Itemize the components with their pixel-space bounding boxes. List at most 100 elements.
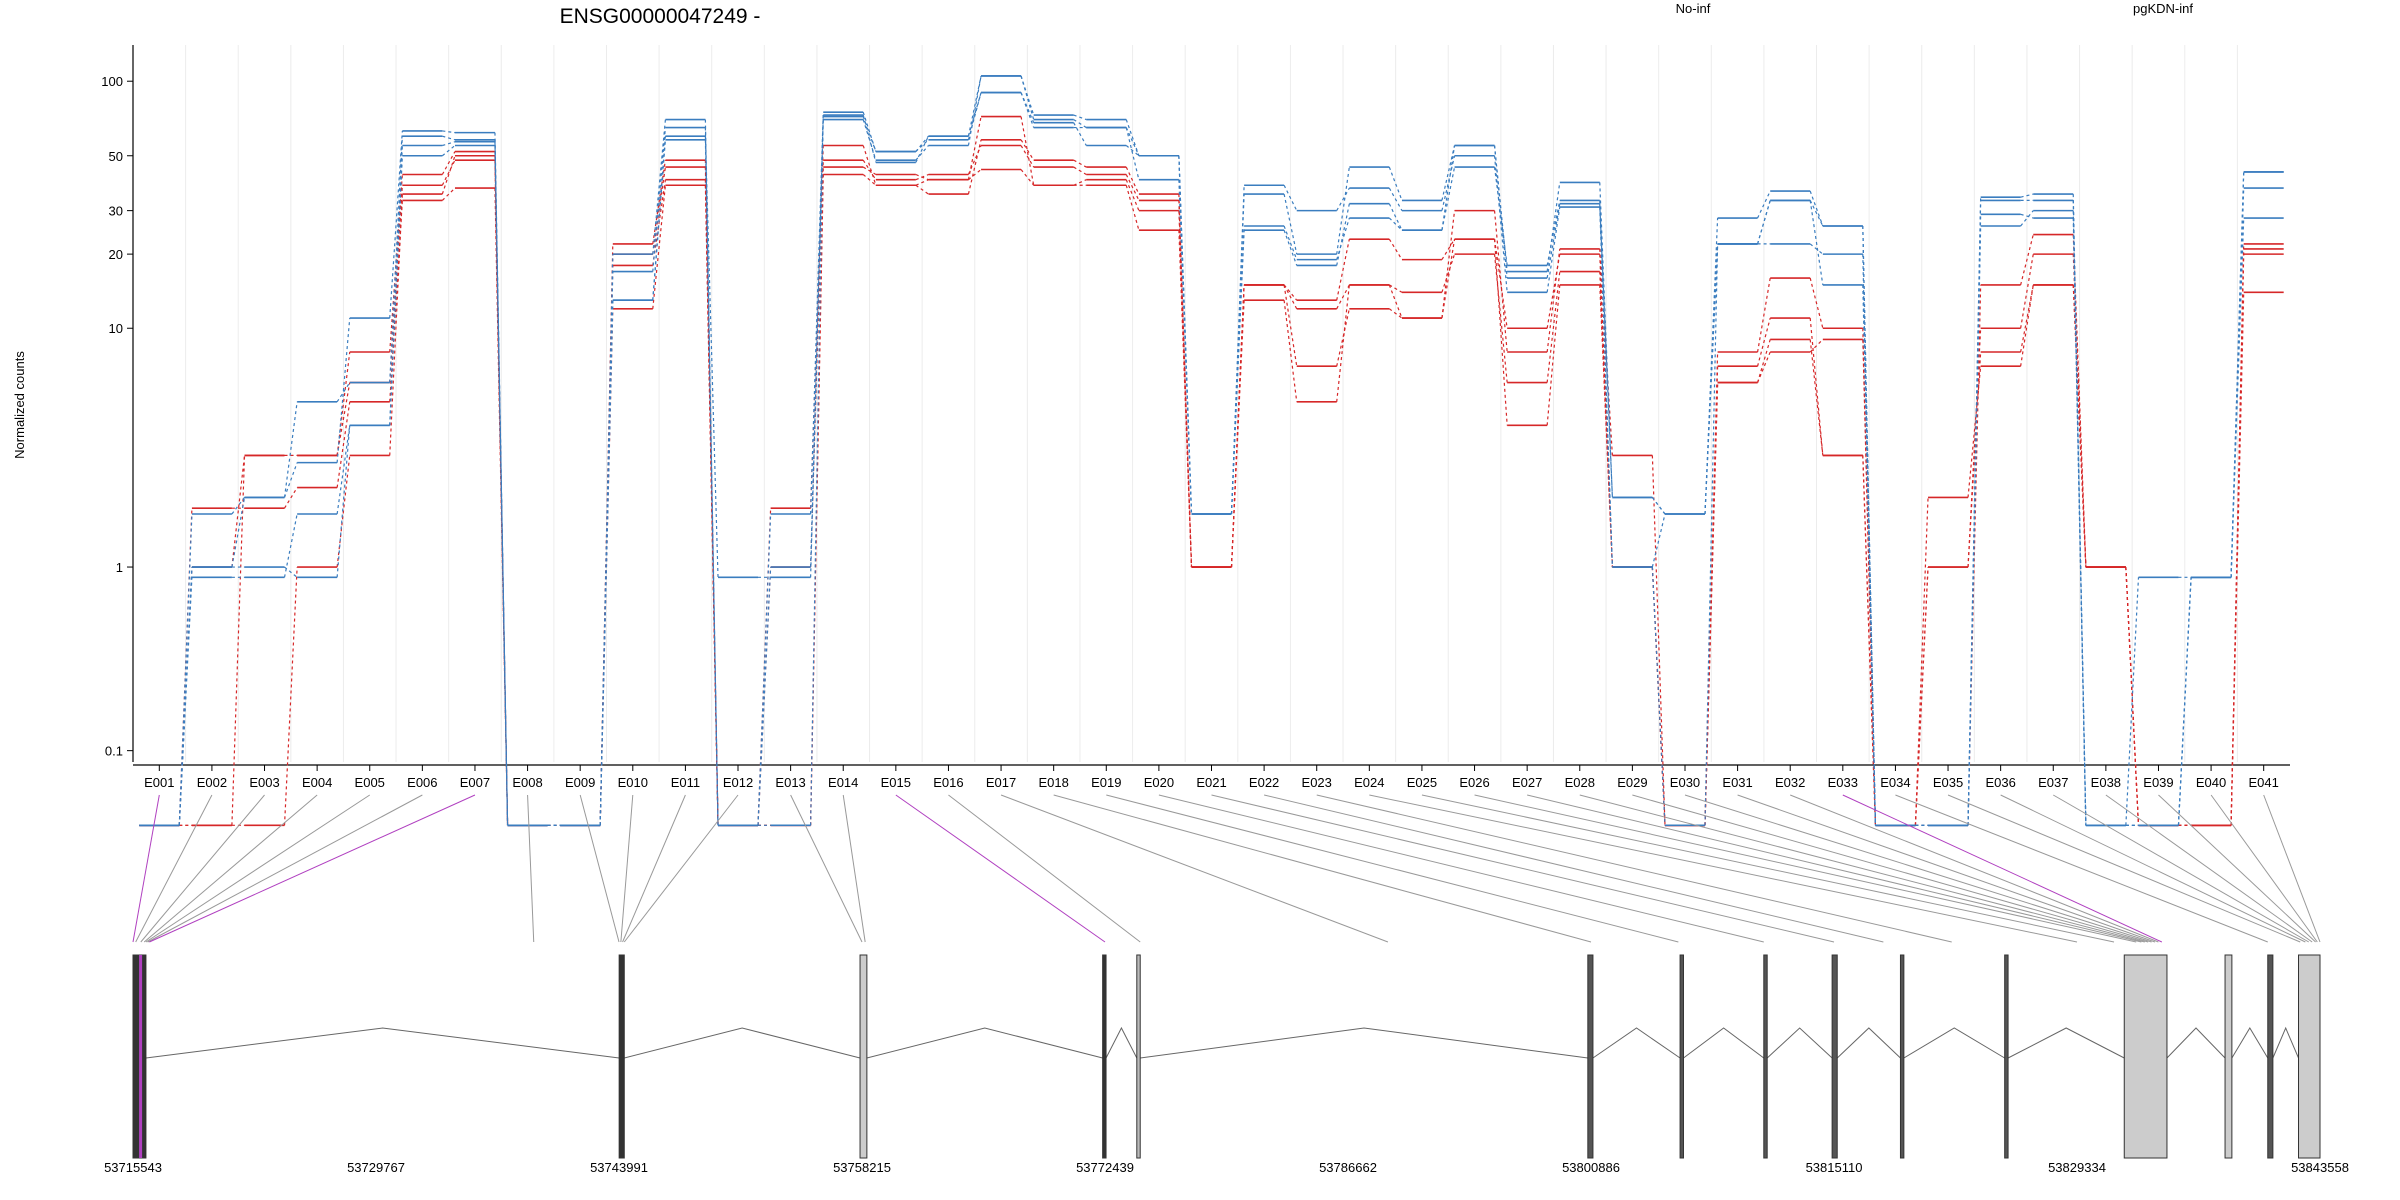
x-tick-label: E017 <box>986 775 1016 790</box>
intron-line <box>2272 1026 2299 1059</box>
y-tick-label: 100 <box>101 74 123 89</box>
x-tick-label: E028 <box>1565 775 1595 790</box>
series-lines <box>139 75 2284 827</box>
series-connector <box>1757 339 1771 383</box>
series-connector <box>442 135 456 141</box>
x-tick-label: E008 <box>512 775 542 790</box>
series-connector <box>1809 339 1824 353</box>
series-connector <box>915 173 929 181</box>
series-connector <box>1020 75 1035 120</box>
x-tick-label: E034 <box>1880 775 1910 790</box>
series-connector <box>336 401 351 488</box>
exon-connector <box>1527 794 2142 943</box>
series-connector <box>2020 213 2034 219</box>
x-tick-label: E007 <box>460 775 490 790</box>
series-connector <box>441 151 456 175</box>
exon-connector <box>1947 794 2301 943</box>
series-connector <box>915 135 930 163</box>
x-tick-label: E003 <box>249 775 279 790</box>
x-tick-label: E015 <box>881 775 911 790</box>
series-no-inf-3 <box>139 115 2284 827</box>
genomic-position-label: 53743991 <box>590 1160 648 1175</box>
x-tick-label: E004 <box>302 775 332 790</box>
series-connector <box>1651 455 1666 826</box>
series-connector <box>283 513 298 578</box>
series-connector <box>441 187 456 201</box>
intron-line <box>1903 1027 2005 1059</box>
y-tick-label: 20 <box>109 247 123 262</box>
series-connector <box>652 139 667 301</box>
series-connector <box>757 513 772 826</box>
series-connector <box>1336 217 1350 260</box>
x-tick-label: E029 <box>1617 775 1647 790</box>
series-connector <box>810 115 824 826</box>
y-tick-label: 10 <box>109 321 123 336</box>
series-connector <box>1125 145 1140 157</box>
series-connector <box>2020 234 2034 286</box>
series-connector <box>1704 243 1719 826</box>
series-connector <box>1073 179 1087 186</box>
series-connector <box>1862 455 1877 826</box>
series-connector <box>1546 248 1561 353</box>
genomic-position-label: 53715543 <box>104 1160 162 1175</box>
genomic-position-label: 53786662 <box>1319 1160 1377 1175</box>
exon-connector <box>623 794 739 943</box>
series-connector <box>1336 284 1350 402</box>
exon-connector <box>1895 794 2268 943</box>
series-connector <box>1546 203 1561 279</box>
x-tick-label: E035 <box>1933 775 1963 790</box>
series-connector <box>336 425 351 515</box>
x-tick-label: E022 <box>1249 775 1279 790</box>
series-connector <box>1336 239 1350 301</box>
series-connector <box>336 455 351 568</box>
x-tick-label: E040 <box>2196 775 2226 790</box>
intron-line <box>1683 1027 1765 1059</box>
series-connector <box>1441 210 1456 319</box>
series-connector <box>283 401 298 498</box>
x-tick-label: E001 <box>144 775 174 790</box>
series-connector <box>967 92 982 137</box>
genomic-position-label: 53729767 <box>347 1160 405 1175</box>
exon-box <box>1763 954 1768 1159</box>
x-tick-label: E023 <box>1302 775 1332 790</box>
series-connector <box>336 318 351 463</box>
series-connector <box>1389 284 1403 293</box>
series-connector <box>2230 171 2245 578</box>
exon-connector <box>135 794 213 943</box>
genomic-position-label: 53800886 <box>1562 1160 1620 1175</box>
series-connector <box>967 116 982 180</box>
series-connector <box>389 194 403 456</box>
series-connector <box>284 566 298 578</box>
exon-box <box>2224 954 2233 1159</box>
x-tick-label: E027 <box>1512 775 1542 790</box>
exon-box <box>859 954 868 1159</box>
x-tick-label: E018 <box>1038 775 1068 790</box>
series-connector <box>1809 277 1824 329</box>
x-tick-label: E026 <box>1459 775 1489 790</box>
series-connector <box>494 145 509 826</box>
series-no-inf-0 <box>139 144 2284 827</box>
exon-box <box>618 954 625 1159</box>
genomic-position-label: 53843558 <box>2291 1160 2349 1175</box>
x-tick-label: E011 <box>671 775 700 790</box>
exon-connector <box>1579 794 2145 943</box>
exon-connector <box>149 794 476 943</box>
series-connector <box>1809 200 1824 286</box>
x-tick-label: E025 <box>1407 775 1437 790</box>
series-connector <box>1020 92 1035 128</box>
series-connector <box>1020 145 1035 168</box>
series-connector <box>1336 308 1350 367</box>
series-connector <box>1388 217 1403 231</box>
exon-connector <box>948 794 1141 943</box>
series-connector <box>1599 203 1613 498</box>
series-connector <box>1493 167 1508 266</box>
series-connector <box>1073 166 1087 176</box>
exon-connector <box>1737 794 2156 943</box>
series-connector <box>1809 243 1824 255</box>
series-connector <box>704 139 719 826</box>
exon-connector <box>790 794 863 943</box>
series-connector <box>1283 284 1298 367</box>
genomic-position-label: 53829334 <box>2048 1160 2106 1175</box>
y-tick-label: 1 <box>116 560 123 575</box>
series-connector <box>231 455 246 826</box>
